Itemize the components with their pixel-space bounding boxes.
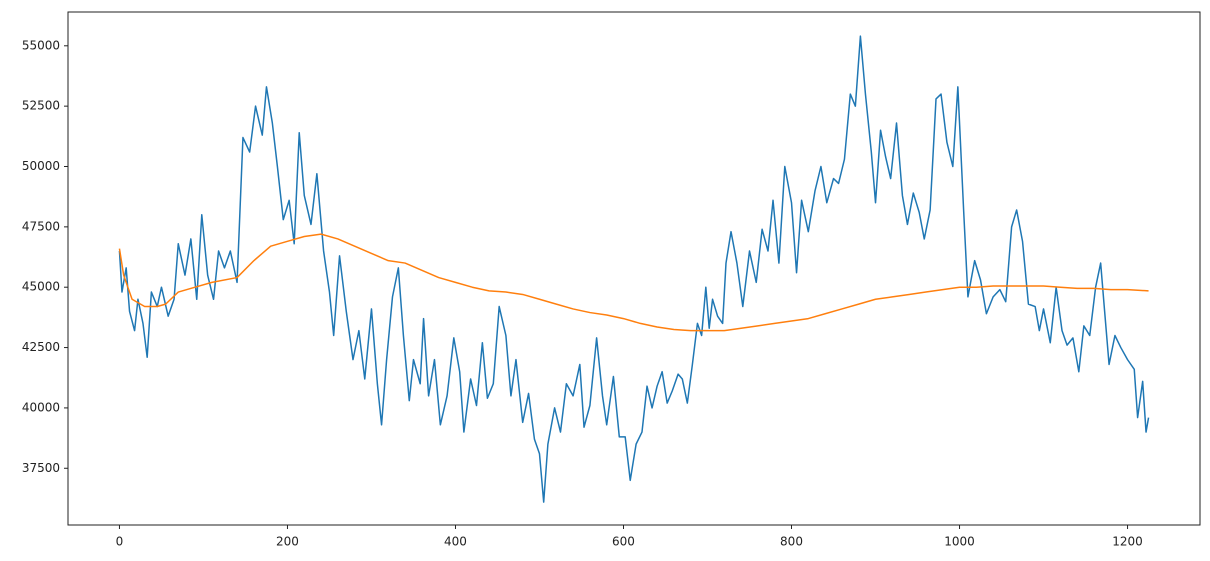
y-tick-label: 45000 (22, 280, 60, 294)
x-tick-label: 400 (444, 535, 467, 549)
x-tick-label: 200 (276, 535, 299, 549)
x-tick-label: 800 (780, 535, 803, 549)
y-tick-label: 40000 (22, 400, 60, 414)
plot-frame (67, 11, 1201, 526)
y-tick-label: 42500 (22, 340, 60, 354)
x-tick-label: 1000 (944, 535, 975, 549)
x-tick-label: 600 (612, 535, 635, 549)
y-tick-label: 55000 (22, 38, 60, 52)
y-tick-label: 52500 (22, 99, 60, 113)
y-tick-label: 47500 (22, 219, 60, 233)
x-tick-label: 1200 (1112, 535, 1143, 549)
x-tick-label: 0 (116, 535, 124, 549)
y-tick-label: 37500 (22, 461, 60, 475)
series-line (118, 233, 1149, 332)
y-tick-label: 50000 (22, 159, 60, 173)
series-line (118, 35, 1150, 503)
